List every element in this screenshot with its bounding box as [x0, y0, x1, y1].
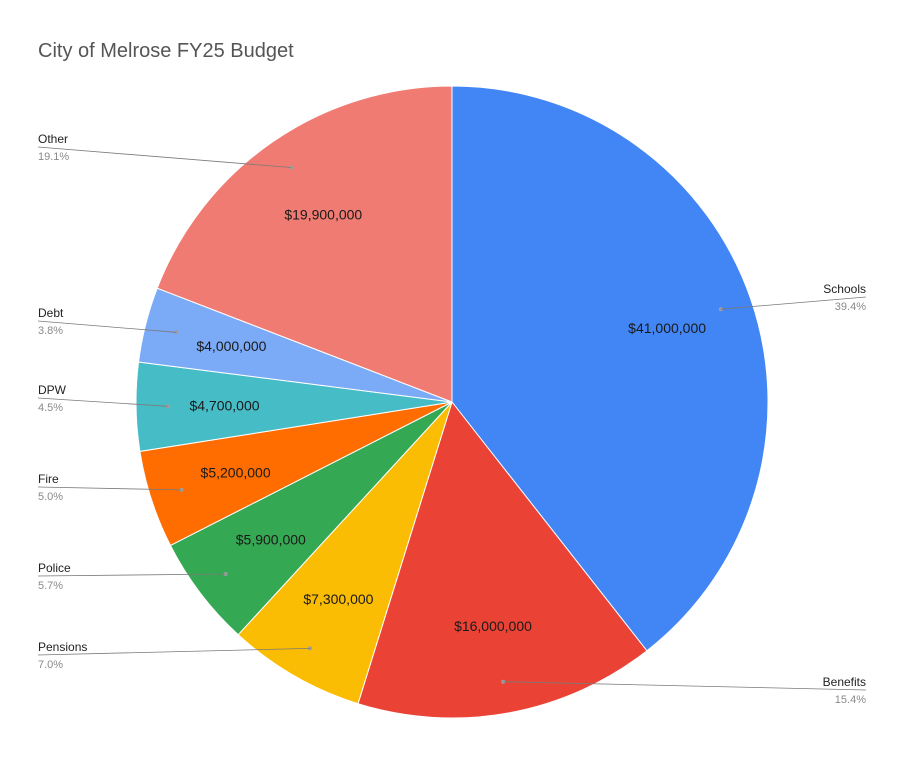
legend-percent-pensions: 7.0%: [38, 659, 63, 671]
leader-line-benefits: [503, 681, 867, 691]
slice-value-label-pensions: $7,300,000: [303, 591, 373, 607]
leader-line-schools: [720, 296, 867, 310]
pie-slice-other: [156, 85, 453, 403]
slice-value-label-police: $5,900,000: [236, 532, 306, 548]
legend-label-dpw: DPW: [38, 383, 67, 397]
legend-percent-dpw: 4.5%: [38, 402, 63, 414]
legend-percent-police: 5.7%: [38, 580, 63, 592]
slice-value-label-benefits: $16,000,000: [454, 618, 532, 634]
pie-slices: [135, 85, 769, 719]
legend-label-schools: Schools: [823, 282, 866, 296]
legend-label-pensions: Pensions: [38, 640, 87, 654]
pie-slice-pensions: [237, 401, 453, 705]
legend-label-other: Other: [38, 132, 68, 146]
slice-value-label-dpw: $4,700,000: [189, 397, 259, 413]
legend-percent-benefits: 15.4%: [835, 694, 866, 706]
leader-line-pensions: [37, 648, 311, 656]
slice-value-label-schools: $41,000,000: [628, 320, 706, 336]
chart-title: City of Melrose FY25 Budget: [38, 40, 294, 62]
leader-line-police: [37, 573, 226, 577]
legend-percent-debt: 3.8%: [38, 325, 63, 337]
slice-value-labels: $41,000,000 $16,000,000 $7,300,000 $5,900,0…: [189, 206, 706, 633]
legend-label-debt: Debt: [38, 306, 64, 320]
slice-value-label-fire: $5,200,000: [201, 464, 271, 480]
legend-label-police: Police: [38, 561, 71, 575]
slice-value-label-debt: $4,000,000: [196, 338, 266, 354]
legend-percent-schools: 39.4%: [835, 301, 866, 313]
leader-line-other: [37, 146, 292, 168]
leader-line-debt: [37, 320, 177, 333]
legend-label-benefits: Benefits: [823, 675, 866, 689]
pie-slice-benefits: [357, 400, 648, 719]
slice-legend-labels: Schools 39.4% Benefits 15.4% Pensions 7.0% Pol…: [38, 132, 866, 706]
legend-percent-other: 19.1%: [38, 151, 69, 163]
slice-value-label-other: $19,900,000: [284, 206, 362, 222]
pie-slice-schools: [451, 85, 769, 652]
legend-label-fire: Fire: [38, 472, 59, 486]
legend-percent-fire: 5.0%: [38, 491, 63, 503]
leader-lines: [37, 146, 867, 691]
leader-line-dpw: [37, 397, 168, 407]
leader-line-fire: [37, 486, 182, 491]
